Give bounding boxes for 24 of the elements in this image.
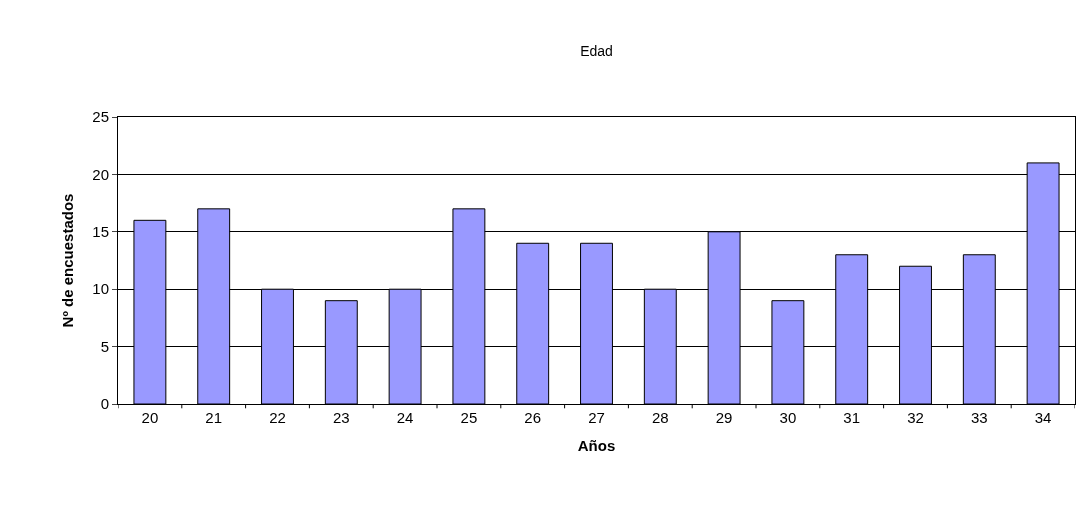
y-tick-label: 25	[92, 108, 109, 126]
y-tick-label: 10	[92, 280, 109, 298]
x-tick-label: 21	[205, 409, 223, 426]
x-tick-label: 34	[1034, 409, 1052, 426]
x-tick-label: 22	[269, 409, 286, 426]
x-tick-label: 25	[460, 409, 478, 426]
x-tick-label: 30	[779, 409, 797, 426]
y-tick-label: 15	[92, 223, 109, 241]
x-tick-label: 28	[651, 409, 669, 426]
x-tick-label: 32	[907, 409, 924, 426]
y-tick-label: 5	[100, 337, 109, 355]
y-tick-label: 0	[100, 395, 109, 413]
chart-title: Edad	[580, 43, 613, 60]
x-tick-label: 27	[588, 409, 605, 426]
x-tick-label: 20	[141, 409, 159, 426]
y-tick-label: 20	[92, 165, 109, 183]
x-tick-label: 23	[332, 409, 350, 426]
y-axis-title: Nº de encuestados	[58, 193, 76, 328]
x-tick-label: 31	[843, 409, 861, 426]
x-tick-label: 24	[396, 409, 414, 426]
x-axis-title: Años	[577, 437, 616, 454]
x-tick-label: 26	[524, 409, 542, 426]
x-tick-label: 29	[715, 409, 733, 426]
x-tick-label: 33	[970, 409, 988, 426]
